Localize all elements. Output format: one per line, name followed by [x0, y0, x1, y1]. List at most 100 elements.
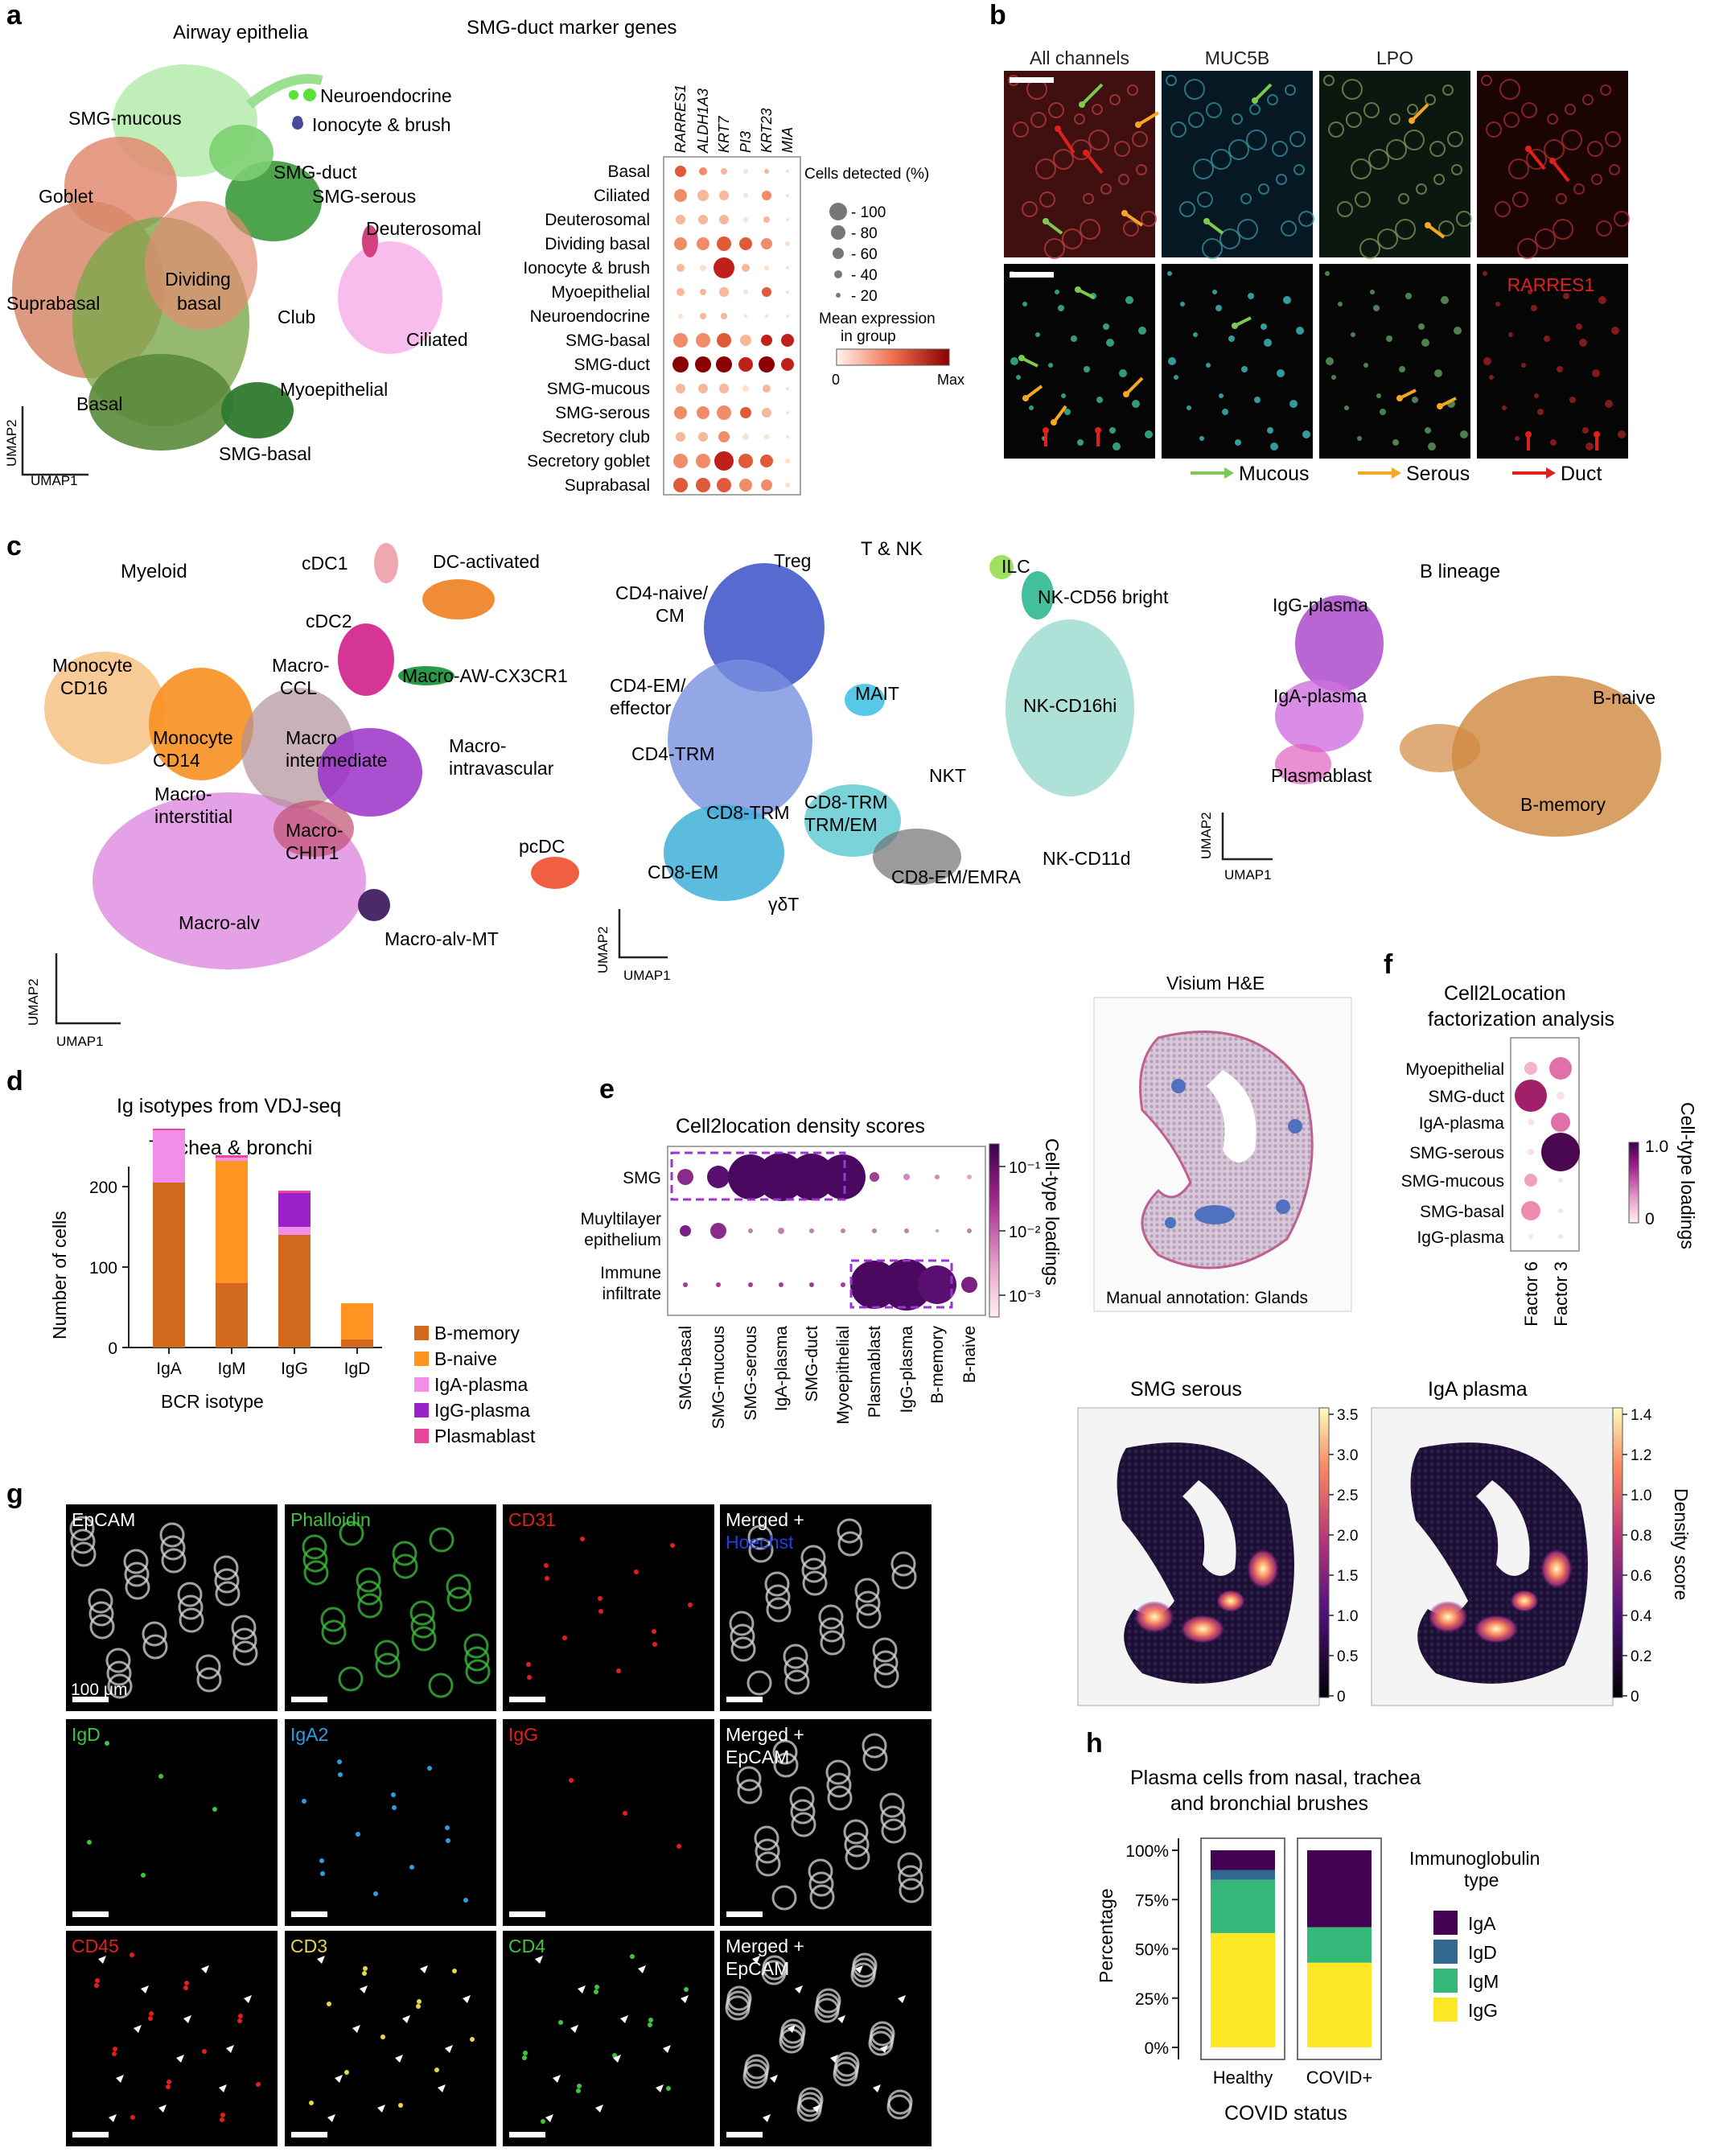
b-cell-bottom-1-21 — [1212, 290, 1217, 294]
b-arrow-4 — [1123, 212, 1144, 227]
g-feature-0-3-0 — [764, 1571, 790, 1597]
map2-tissue — [1410, 1442, 1588, 1684]
g-feature-0-3-27 — [784, 1669, 810, 1695]
e-row-label-2-1: infiltrate — [602, 1285, 661, 1303]
map2-colorbar-ticks: 1.4 1.2 1.0 0.8 0.6 0.4 0.2 0 — [1622, 1407, 1652, 1705]
myeloid-label-0: cDC1 — [302, 553, 348, 574]
f-dot-4-1 — [1558, 1178, 1563, 1183]
tnk-label-9: CD8-TRM — [706, 802, 790, 823]
panel-b-micrographs: All channelsMUC5BLPOALDH1A3RARRES1 — [1004, 47, 1630, 459]
b-cell-bottom-1-2 — [1264, 339, 1272, 347]
g-feature-0-0-19 — [196, 1667, 222, 1693]
e-dot-0-7 — [903, 1174, 910, 1180]
b-cell-bottom-2-23 — [1326, 357, 1334, 365]
size-legend-dot-2 — [833, 248, 844, 259]
dot-5-0 — [677, 288, 685, 296]
dot-8-4 — [759, 356, 775, 372]
g-arrowhead-0-0 — [98, 1956, 106, 1964]
b-cell-top-3-22 — [1596, 220, 1612, 237]
b-cell-bottom-0-18 — [1048, 363, 1053, 368]
b-cell-top-2-20 — [1351, 158, 1372, 179]
b-cell-bottom-2-15 — [1357, 436, 1362, 441]
b-cell-top-2-16 — [1456, 211, 1472, 227]
map2-ticks-label-5: 0.4 — [1631, 1608, 1652, 1625]
b-cell-top-0-11 — [1062, 228, 1083, 249]
g-feature-2-0-5 — [220, 2117, 224, 2122]
tnk-labels: Treg ILC CD4-naive/CM NK-CD56 bright CD4-EM/… — [610, 550, 1169, 915]
dot-12-1 — [696, 454, 710, 468]
b-cell-bottom-0-4 — [1064, 409, 1071, 415]
h-legend-label-0: IgA — [1468, 1913, 1496, 1934]
g-image-2-3 — [720, 1931, 932, 2146]
dot-8-1 — [695, 356, 711, 372]
b-cell-top-1-24 — [1232, 113, 1243, 125]
b-cell-top-3-25 — [1587, 141, 1603, 157]
d-legend-swatch-3 — [414, 1403, 429, 1417]
d-ytick-label-2: 200 — [89, 1179, 117, 1197]
g-feature-1-3-23 — [773, 1752, 799, 1778]
h-frame-1 — [1297, 1837, 1382, 2060]
g-image-2-1 — [285, 1931, 496, 2146]
f-frame — [1510, 1037, 1580, 1252]
g-feature-0-0-22 — [179, 1607, 204, 1633]
b-arrow-0 — [1080, 83, 1104, 106]
b-row2-label: RARRES1 — [1507, 274, 1595, 295]
e-dot-1-6 — [872, 1228, 877, 1233]
g-feature-0-0-13 — [232, 1627, 257, 1653]
b-arrowhead-14 — [1022, 395, 1029, 401]
g-feature-0-3-6 — [729, 1611, 755, 1636]
gene-label-3: PI3 — [738, 131, 754, 153]
g-feature-0-0-18 — [142, 1634, 168, 1660]
dot-13-4 — [761, 479, 772, 491]
gene-label-0: RARRES1 — [672, 84, 689, 153]
b-cell-top-1-19 — [1289, 131, 1306, 147]
umap-myeloid-xaxis: UMAP1 — [56, 1034, 104, 1049]
myeloid-label-4-b: CCL — [280, 677, 317, 698]
g-feature-1-3-8 — [862, 1733, 887, 1759]
e-dot-1-8 — [936, 1229, 939, 1232]
b-lineage-label-4: B-memory — [1520, 794, 1606, 815]
map1-title: SMG serous — [1130, 1378, 1242, 1401]
e-row-label-0-0: SMG — [623, 1169, 661, 1187]
g-arrowhead-0-5 — [158, 2105, 167, 2113]
tnk-title: T & NK — [861, 538, 923, 560]
g-label-1-0: IgD — [72, 1724, 101, 1745]
g-feature-2-3-18 — [887, 2089, 913, 2115]
visium-title: Visium H&E — [1166, 973, 1265, 994]
g-feature-0-0-24 — [107, 1673, 133, 1699]
g-label-0-2: CD31 — [508, 1509, 556, 1530]
b-cell-top-1-5 — [1237, 219, 1258, 240]
b-channel-header-2: LPO — [1376, 47, 1413, 68]
f-colorbar-min: 0 — [1645, 1210, 1655, 1228]
g-feature-0-0-8 — [142, 1621, 167, 1647]
g-label-1-1: IgA2 — [290, 1724, 328, 1745]
b-cell-top-3-5 — [1553, 219, 1573, 240]
d-legend-swatch-4 — [414, 1429, 429, 1443]
f-colorbar-max: 1.0 — [1645, 1138, 1668, 1156]
f-row-label-4: SMG-mucous — [1401, 1172, 1504, 1191]
g-arrowhead-2-3 — [663, 2045, 671, 2053]
b-cell-bottom-0-23 — [1010, 357, 1018, 365]
map2-title: IgA plasma — [1428, 1378, 1528, 1401]
g-arrowhead-0-1 — [141, 1985, 149, 1993]
umap-a-label-12: Myoepithelial — [280, 379, 388, 400]
h-legend-label-1: IgD — [1468, 1942, 1497, 1963]
g-feature-1-1-2 — [445, 1825, 450, 1830]
b-cell-bottom-1-6 — [1180, 302, 1185, 307]
d-ytick-label-0: 0 — [108, 1339, 117, 1358]
map1-ticks-label-7: 0 — [1337, 1689, 1346, 1705]
b-arrowhead-19 — [1232, 323, 1238, 329]
panel-letter-a: a — [6, 0, 23, 31]
dot-1-0 — [674, 189, 687, 202]
h-bar-1-0 — [1307, 1962, 1372, 2047]
f-dot-1-1 — [1557, 1092, 1565, 1100]
b-cell-bottom-1-17 — [1296, 327, 1304, 335]
myeloid-label-4: Macro- — [272, 655, 330, 676]
f-row-label-2: IgA-plasma — [1419, 1114, 1505, 1133]
b-cell-bottom-3-23 — [1483, 357, 1491, 365]
h-legend-swatch-1 — [1433, 1940, 1458, 1964]
b-cell-top-1-3 — [1293, 164, 1305, 175]
umap-a-title: Airway epithelia — [173, 22, 309, 43]
d-legend-swatch-0 — [414, 1326, 429, 1340]
b-cell-top-3-14 — [1526, 149, 1547, 170]
